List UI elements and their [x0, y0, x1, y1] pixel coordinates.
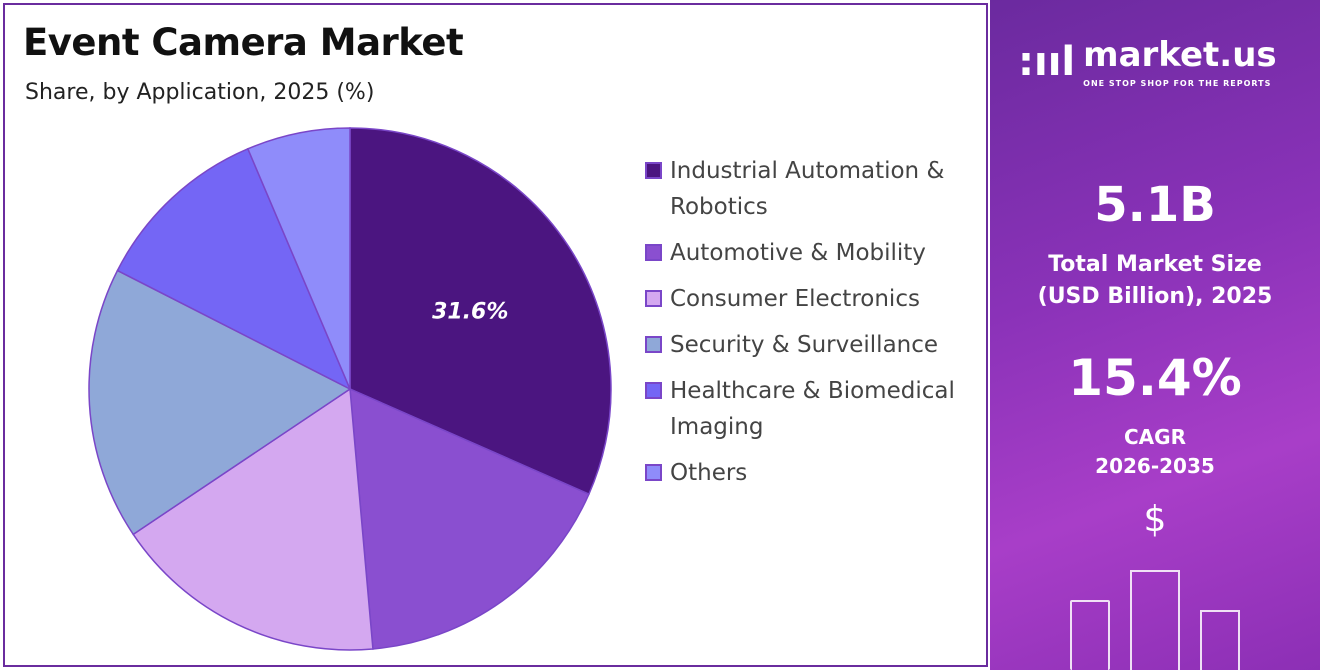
pie-slice-4 — [116, 147, 352, 391]
legend-swatch — [645, 244, 662, 261]
pie-slice-2 — [132, 387, 374, 651]
chart-panel: Event Camera Market Share, by Applicatio… — [3, 3, 988, 667]
legend-swatch — [645, 290, 662, 307]
logo-icon: :ııl — [1018, 39, 1076, 85]
legend-label: Industrial Automation & Robotics — [670, 158, 945, 220]
pie-slice-0 — [349, 127, 612, 496]
chart-subtitle: Share, by Application, 2025 (%) — [25, 80, 375, 105]
legend-swatch — [645, 382, 662, 399]
legend-swatch — [645, 336, 662, 353]
legend-label: Consumer Electronics — [670, 286, 920, 312]
arrow-up-icon — [1070, 600, 1110, 670]
brand-logo: :ııl market.us ONE STOP SHOP FOR THE REP… — [1018, 34, 1277, 90]
legend-swatch — [645, 464, 662, 481]
pie-chart: 31.6% — [88, 127, 612, 651]
legend-label: Security & Surveillance — [670, 332, 939, 358]
legend-item: Security & Surveillance — [645, 327, 985, 363]
brand-tagline: ONE STOP SHOP FOR THE REPORTS — [1083, 79, 1272, 88]
legend-swatch — [645, 162, 662, 179]
cagr-period: 2026-2035 — [1095, 454, 1215, 478]
market-size-value: 5.1B — [1094, 177, 1216, 233]
cagr-value: 15.4% — [1068, 349, 1242, 407]
legend-item: Others — [645, 455, 985, 491]
pie-slice-5 — [246, 127, 351, 390]
legend-item: Industrial Automation & Robotics — [645, 153, 985, 225]
pie-slice-1 — [349, 387, 590, 650]
brand-name: market.us — [1083, 35, 1277, 75]
chart-title: Event Camera Market — [23, 21, 464, 64]
legend-item: Consumer Electronics — [645, 281, 985, 317]
dollar-icon: $ — [1143, 499, 1167, 540]
arrow-up-icon — [1200, 610, 1240, 670]
legend-label: Healthcare & Biomedical Imaging — [670, 378, 955, 440]
data-label: 31.6% — [432, 300, 508, 325]
legend-item: Automotive & Mobility — [645, 235, 985, 271]
market-size-label: Total Market Size — [1048, 252, 1262, 277]
market-size-label-2: (USD Billion), 2025 — [1037, 284, 1273, 309]
pie-slice-3 — [88, 269, 352, 536]
summary-panel: :ııl market.us ONE STOP SHOP FOR THE REP… — [990, 0, 1320, 670]
legend-label: Automotive & Mobility — [670, 240, 926, 266]
cagr-label: CAGR — [1124, 425, 1186, 449]
legend-item: Healthcare & Biomedical Imaging — [645, 373, 985, 445]
arrow-up-icon — [1130, 570, 1180, 670]
legend: Industrial Automation & Robotics Automoti… — [645, 153, 985, 501]
legend-label: Others — [670, 460, 748, 486]
